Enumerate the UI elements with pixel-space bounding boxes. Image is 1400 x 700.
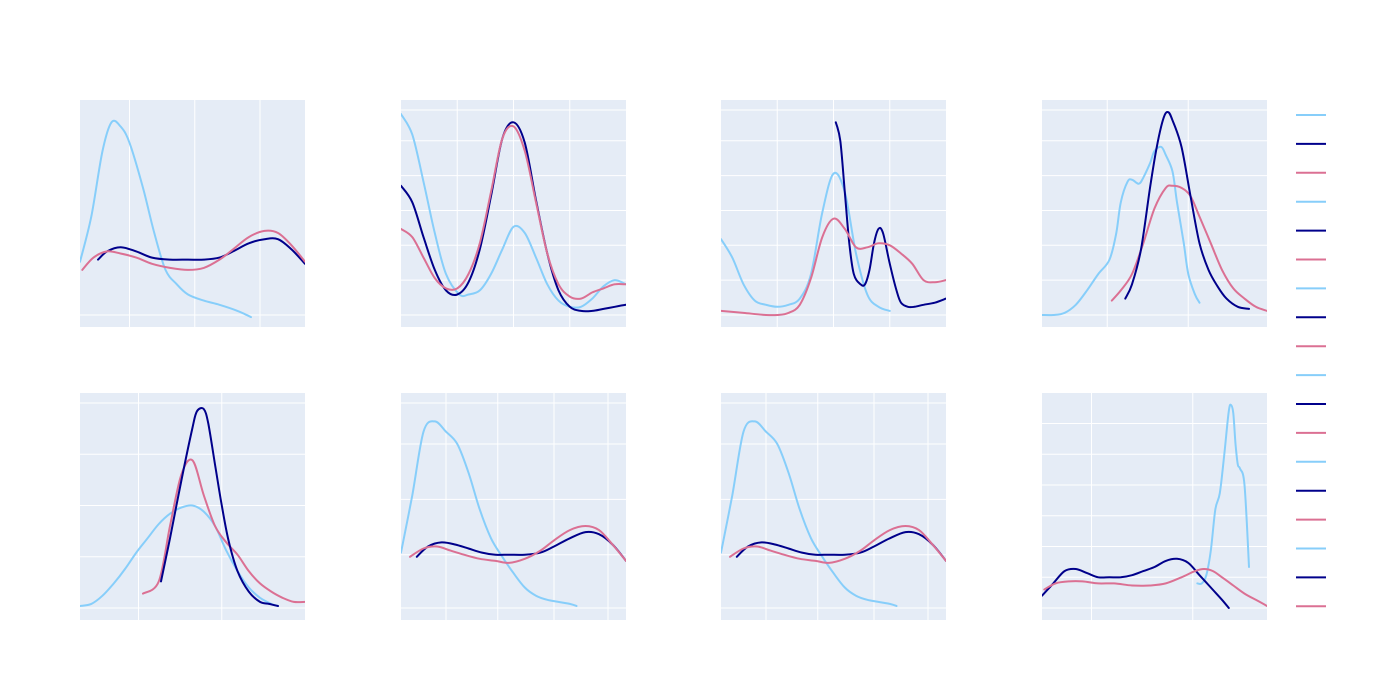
series-line-2 — [142, 458, 305, 604]
series-line-2 — [97, 237, 305, 265]
series-line-1 — [721, 420, 898, 607]
subplot-8 — [1042, 393, 1267, 620]
series-line-2 — [1042, 557, 1230, 609]
plot-background — [401, 393, 626, 620]
series-line-1 — [80, 504, 279, 607]
series-line-3 — [721, 217, 946, 317]
series-line-2 — [401, 121, 626, 313]
series-line-1 — [80, 119, 252, 319]
series-line-1 — [401, 113, 626, 309]
subplot-2 — [401, 100, 626, 327]
series-line-1 — [721, 171, 891, 312]
series-line-3 — [160, 407, 279, 607]
series-line-3 — [409, 525, 626, 564]
subplot-6 — [401, 393, 626, 620]
series-line-2 — [834, 121, 946, 309]
series-line-3 — [1124, 111, 1250, 310]
plot-background — [80, 100, 305, 327]
series-line-3 — [729, 525, 946, 564]
subplot-1 — [80, 100, 305, 327]
series-line-3 — [1043, 568, 1267, 607]
series-line-3 — [81, 229, 305, 271]
plot-background — [721, 393, 946, 620]
series-line-2 — [415, 530, 626, 562]
series-line-1 — [1042, 145, 1201, 317]
subplot-3 — [721, 100, 946, 327]
subplot-7 — [721, 393, 946, 620]
subplot-grid — [80, 100, 1267, 620]
series-line-2 — [1110, 184, 1267, 312]
subplot-4 — [1042, 100, 1267, 327]
series-line-3 — [401, 124, 626, 300]
plot-background — [1042, 100, 1267, 327]
series-line-2 — [735, 530, 946, 562]
series-line-1 — [401, 420, 578, 607]
legend — [1296, 114, 1326, 608]
subplot-5 — [80, 393, 305, 620]
